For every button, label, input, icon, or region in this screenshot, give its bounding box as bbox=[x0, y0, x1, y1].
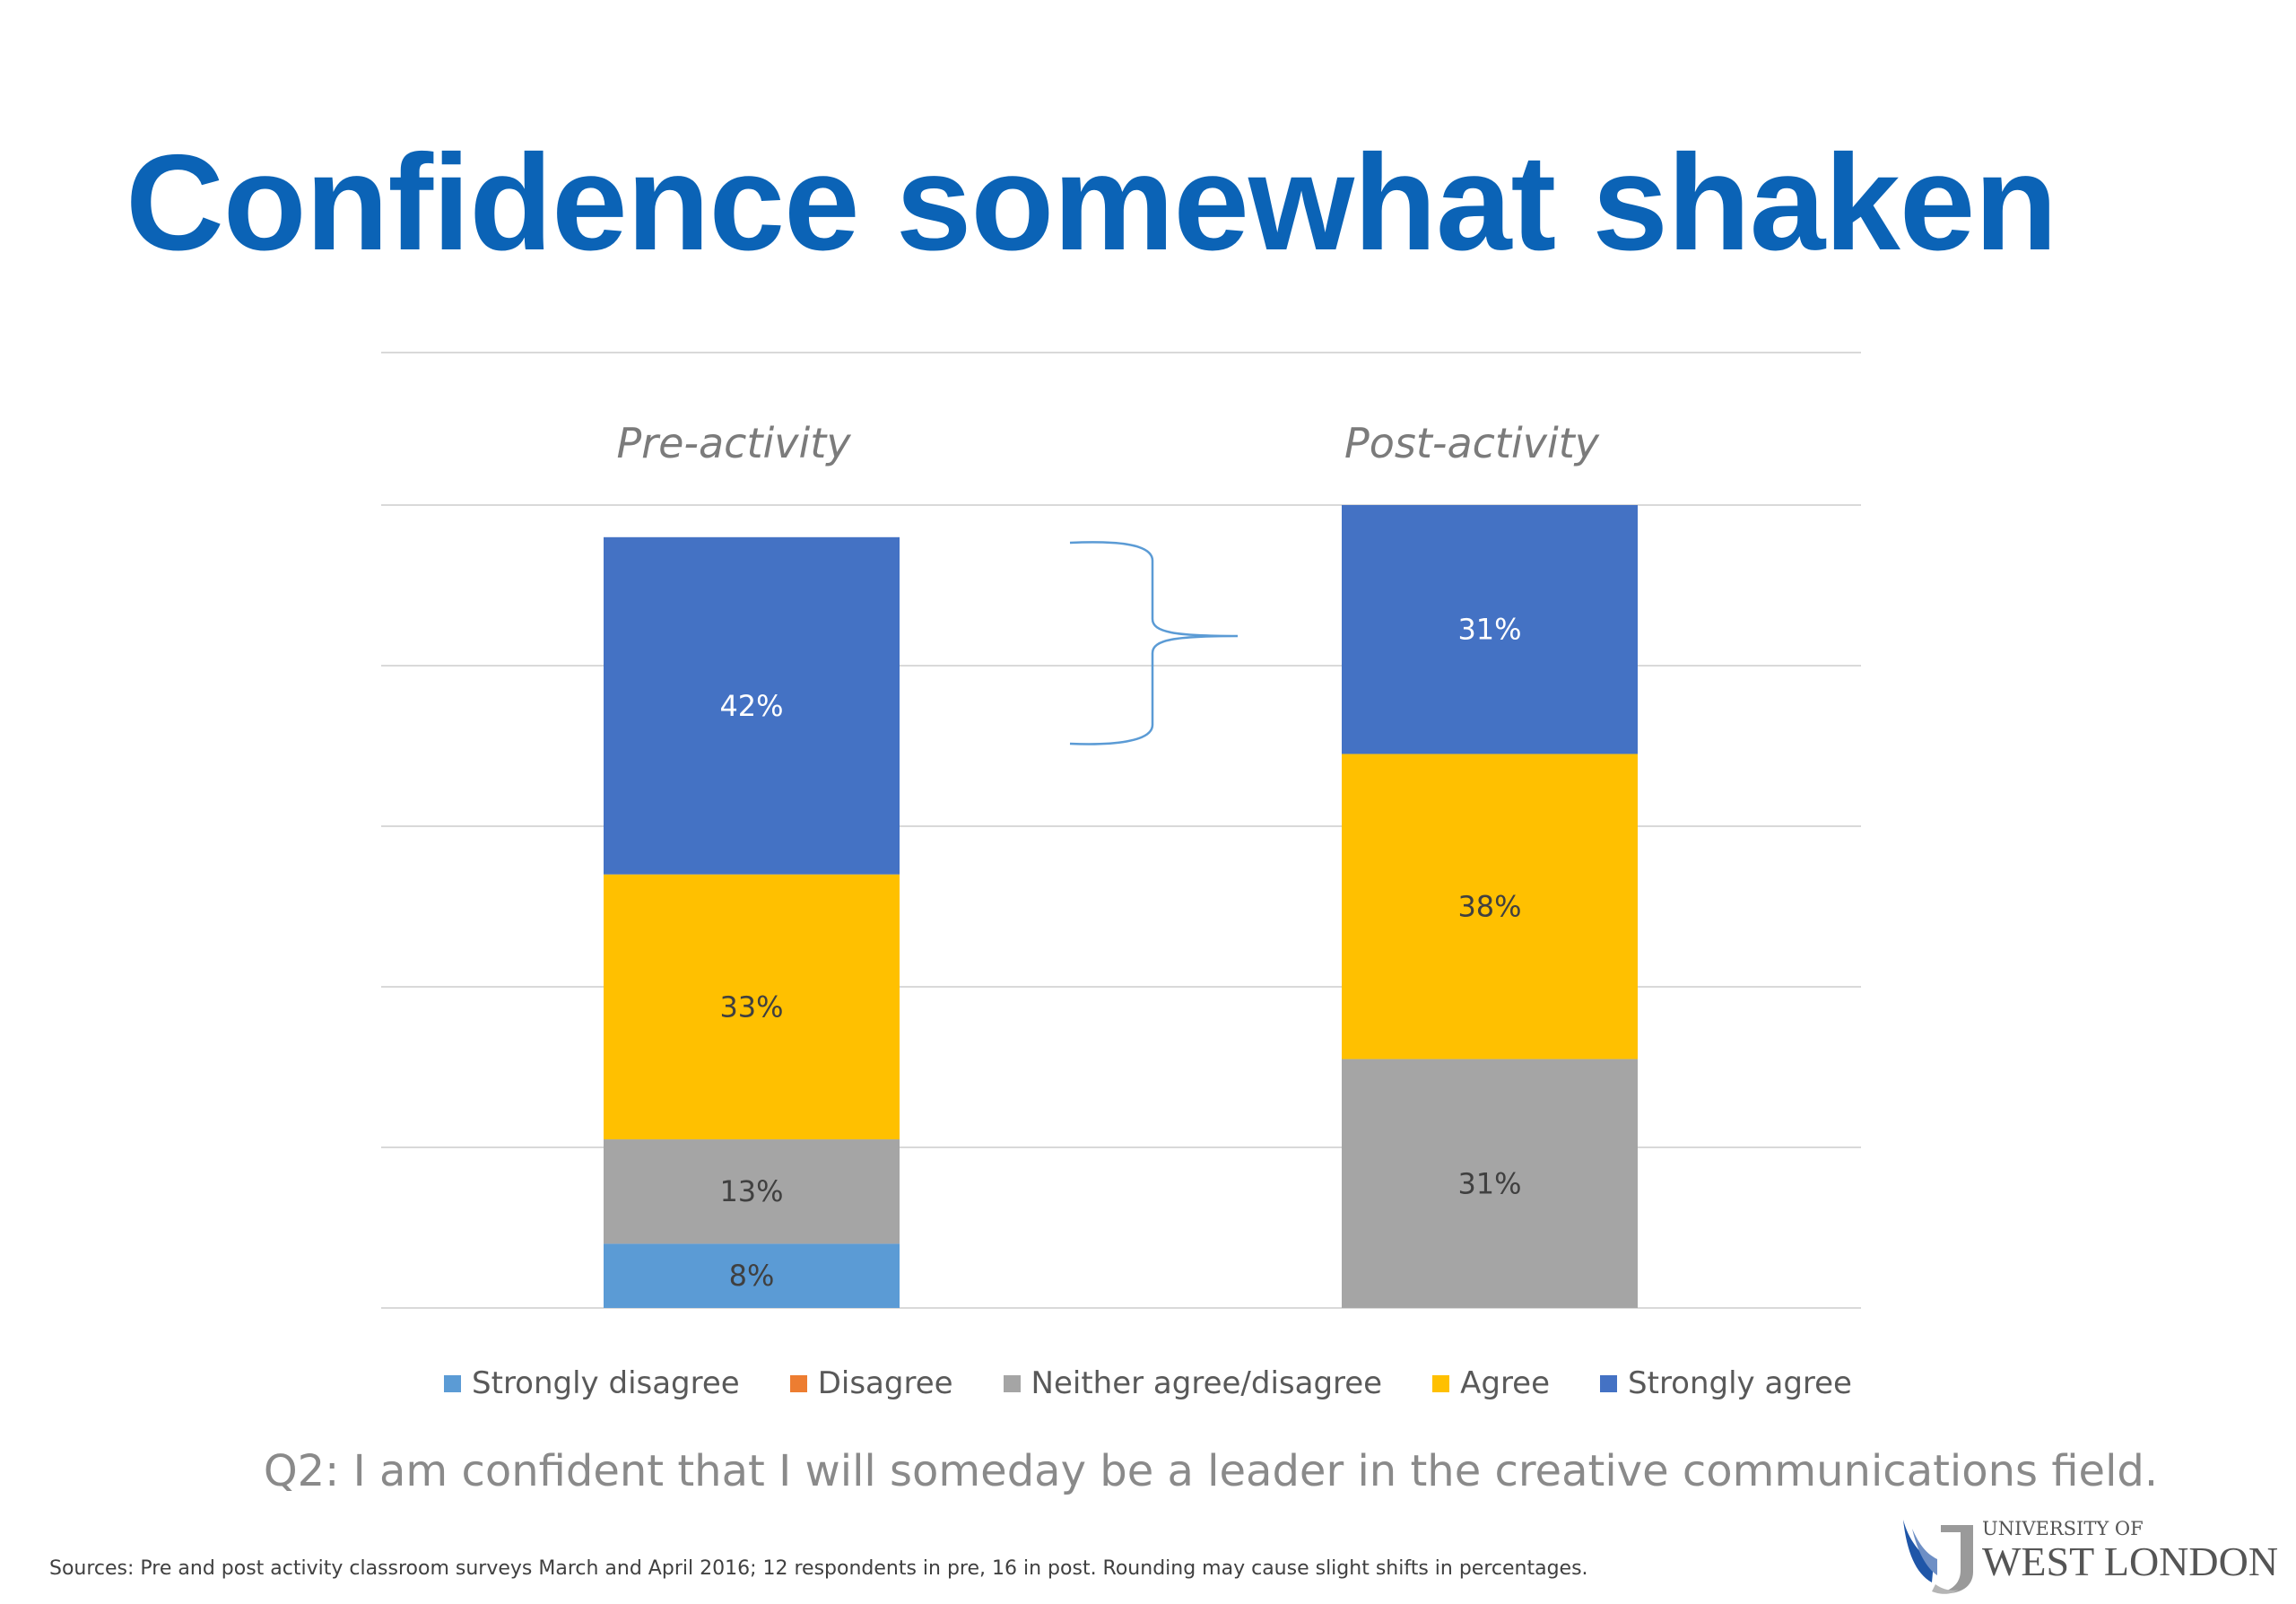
legend-label: Strongly agree bbox=[1628, 1365, 1852, 1401]
legend-item: Strongly disagree bbox=[444, 1365, 740, 1401]
bar-segment bbox=[604, 1139, 900, 1244]
legend-swatch bbox=[1432, 1374, 1450, 1392]
legend-item: Agree bbox=[1432, 1365, 1550, 1401]
legend-swatch bbox=[789, 1374, 807, 1392]
survey-question-text: Q2: I am confident that I will someday b… bbox=[263, 1446, 2159, 1496]
legend-swatch bbox=[444, 1374, 462, 1392]
slide-title: Confidence somewhat shaken bbox=[126, 126, 2057, 279]
university-logo: UNIVERSITY OF WEST LONDON bbox=[1900, 1516, 2279, 1597]
comparison-brace bbox=[1069, 541, 1239, 745]
legend-label: Neither agree/disagree bbox=[1031, 1365, 1383, 1401]
sources-note: Sources: Pre and post activity classroom… bbox=[49, 1557, 1588, 1580]
category-label: Post-activity bbox=[1344, 419, 1600, 467]
bar-segment bbox=[604, 874, 900, 1140]
data-label: 8% bbox=[729, 1259, 775, 1293]
category-label: Pre-activity bbox=[616, 419, 851, 467]
logo-text-big: WEST LONDON bbox=[1982, 1539, 2279, 1584]
data-label: 33% bbox=[719, 989, 783, 1024]
bar-segment bbox=[1342, 505, 1638, 754]
bar-segment bbox=[1342, 1059, 1638, 1308]
data-label: 38% bbox=[1457, 890, 1521, 924]
legend-swatch bbox=[1600, 1374, 1618, 1392]
bar-segment bbox=[604, 1243, 900, 1308]
survey-question: Q2: I am confident that I will someday b… bbox=[0, 1446, 2296, 1496]
logo-text-small: UNIVERSITY OF bbox=[1982, 1518, 2144, 1539]
legend-label: Disagree bbox=[817, 1365, 953, 1401]
data-label: 42% bbox=[719, 689, 783, 723]
data-label: 13% bbox=[719, 1174, 783, 1208]
data-label: 31% bbox=[1457, 1166, 1521, 1200]
bar-segment bbox=[604, 536, 900, 875]
legend-item: Neither agree/disagree bbox=[1003, 1365, 1383, 1401]
chart-legend: Strongly disagree Disagree Neither agree/d… bbox=[0, 1365, 2296, 1401]
stacked-bar-chart: Pre-activity Post-activity 8% 13% 33% 42% 31%… bbox=[381, 352, 1861, 1309]
legend-label: Strongly disagree bbox=[472, 1365, 740, 1401]
bar-segment bbox=[1342, 754, 1638, 1059]
legend-label: Agree bbox=[1460, 1365, 1551, 1401]
legend-item: Disagree bbox=[789, 1365, 953, 1401]
data-label: 31% bbox=[1457, 613, 1521, 647]
wing-icon bbox=[1903, 1520, 1973, 1594]
legend-item: Strongly agree bbox=[1600, 1365, 1852, 1401]
legend-swatch bbox=[1003, 1374, 1021, 1392]
